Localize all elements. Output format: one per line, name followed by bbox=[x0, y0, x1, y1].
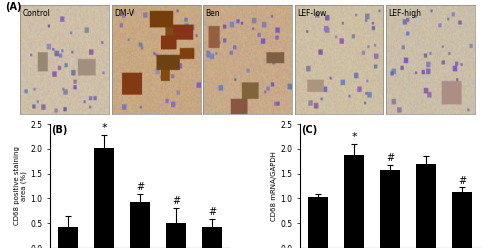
Text: *: * bbox=[101, 124, 107, 133]
Bar bbox=[58, 227, 78, 248]
Y-axis label: CD68 mRNA/GAPDH: CD68 mRNA/GAPDH bbox=[272, 151, 278, 221]
Text: #: # bbox=[458, 176, 466, 186]
Bar bbox=[380, 170, 400, 248]
Text: (B): (B) bbox=[50, 125, 67, 135]
Text: Control: Control bbox=[22, 9, 50, 18]
Text: (A): (A) bbox=[5, 2, 21, 12]
Text: LEF-low: LEF-low bbox=[297, 9, 326, 18]
Text: Ben: Ben bbox=[206, 9, 220, 18]
Bar bbox=[416, 164, 436, 248]
Text: #: # bbox=[136, 182, 144, 192]
Text: LEF-high: LEF-high bbox=[388, 9, 422, 18]
Text: #: # bbox=[386, 153, 394, 163]
Bar bbox=[202, 227, 222, 248]
Y-axis label: CD68 positive staining
area (%): CD68 positive staining area (%) bbox=[14, 147, 28, 225]
Bar bbox=[130, 202, 150, 248]
Bar bbox=[94, 148, 114, 248]
Bar bbox=[308, 197, 328, 248]
Text: #: # bbox=[208, 207, 216, 217]
Text: (C): (C) bbox=[300, 125, 317, 135]
Bar bbox=[344, 155, 364, 248]
Text: DM-V: DM-V bbox=[114, 9, 134, 18]
Bar bbox=[452, 192, 472, 248]
Text: #: # bbox=[172, 196, 180, 206]
Bar bbox=[166, 223, 186, 248]
Text: *: * bbox=[351, 132, 357, 142]
